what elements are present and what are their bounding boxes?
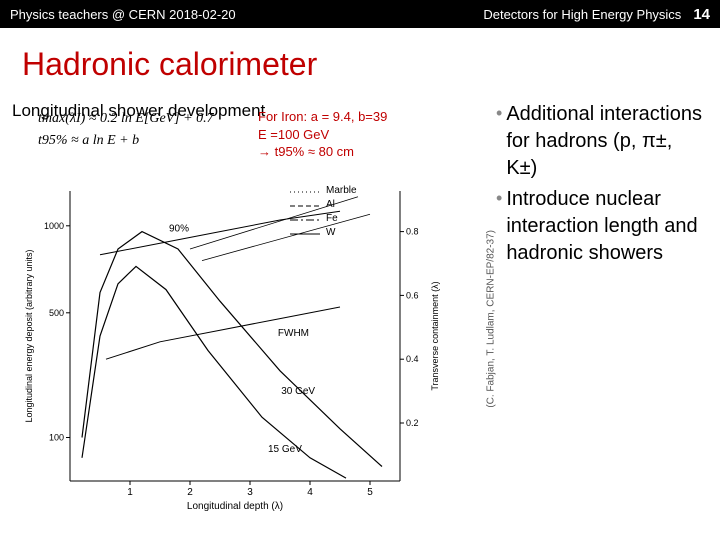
iron-note: For Iron: a = 9.4, b=39 E =100 GeV → t95… [258,108,387,161]
iron-note-l1: For Iron: a = 9.4, b=39 [258,108,387,126]
slide-title: Hadronic calorimeter [0,28,720,93]
svg-text:FWHM: FWHM [278,328,309,339]
svg-text:0.4: 0.4 [406,354,419,364]
bullet-text-1: Introduce nuclear interaction length and… [506,186,706,267]
header-right-group: Detectors for High Energy Physics 14 [483,6,710,23]
chart-svg: 1 2 3 4 5 Longitudinal depth (λ) 100 500 1000 0.2… [8,181,478,511]
svg-text:2: 2 [187,487,193,498]
bullet-item: • Introduce nuclear interaction length a… [496,186,706,267]
formula-block: tmax(λI) ≈ 0.2 ln E[GeV] + 0.7 t95% ≈ a … [38,108,214,153]
figure-column: Longitudinal shower development tmax(λI)… [8,99,488,511]
svg-text:4: 4 [307,487,313,498]
svg-text:15 GeV: 15 GeV [268,444,302,455]
svg-text:Transverse containment (λ): Transverse containment (λ) [430,281,440,390]
iron-note-l2: E =100 GeV [258,126,387,144]
formula-line-1: tmax(λI) ≈ 0.2 ln E[GeV] + 0.7 [38,108,214,130]
svg-text:Longitudinal depth (λ): Longitudinal depth (λ) [187,501,283,511]
chart-container: 1 2 3 4 5 Longitudinal depth (λ) 100 500 1000 0.2… [8,181,478,511]
bullet-column: • Additional interactions for hadrons (p… [496,99,706,511]
slide-header: Physics teachers @ CERN 2018-02-20 Detec… [0,0,720,28]
content-row: Longitudinal shower development tmax(λI)… [0,93,720,511]
svg-text:90%: 90% [169,224,189,235]
svg-text:0.2: 0.2 [406,418,419,428]
page-number: 14 [693,6,710,23]
bullet-text-0: Additional interactions for hadrons (p, … [506,101,706,182]
header-left-text: Physics teachers @ CERN 2018-02-20 [10,7,236,22]
figure-citation: (C. Fabjan, T. Ludlam, CERN-EP/82-37) [486,230,497,408]
iron-note-l3: → t95% ≈ 80 cm [258,143,387,161]
svg-text:1000: 1000 [44,221,64,231]
svg-text:0.6: 0.6 [406,290,419,300]
svg-text:500: 500 [49,308,64,318]
svg-text:30 GeV: 30 GeV [281,386,315,397]
header-right-text: Detectors for High Energy Physics [483,7,681,22]
bullet-item: • Additional interactions for hadrons (p… [496,101,706,182]
svg-text:3: 3 [247,487,253,498]
svg-text:1: 1 [127,487,133,498]
formula-line-2: t95% ≈ a ln E + b [38,130,214,152]
bullet-dot-icon: • [496,186,502,267]
bullet-dot-icon: • [496,101,502,182]
svg-text:100: 100 [49,433,64,443]
svg-text:5: 5 [367,487,373,498]
bullet-list: • Additional interactions for hadrons (p… [496,101,706,267]
svg-text:Longitudinal energy deposit (a: Longitudinal energy deposit (arbitrary u… [24,249,34,422]
svg-text:0.8: 0.8 [406,227,419,237]
